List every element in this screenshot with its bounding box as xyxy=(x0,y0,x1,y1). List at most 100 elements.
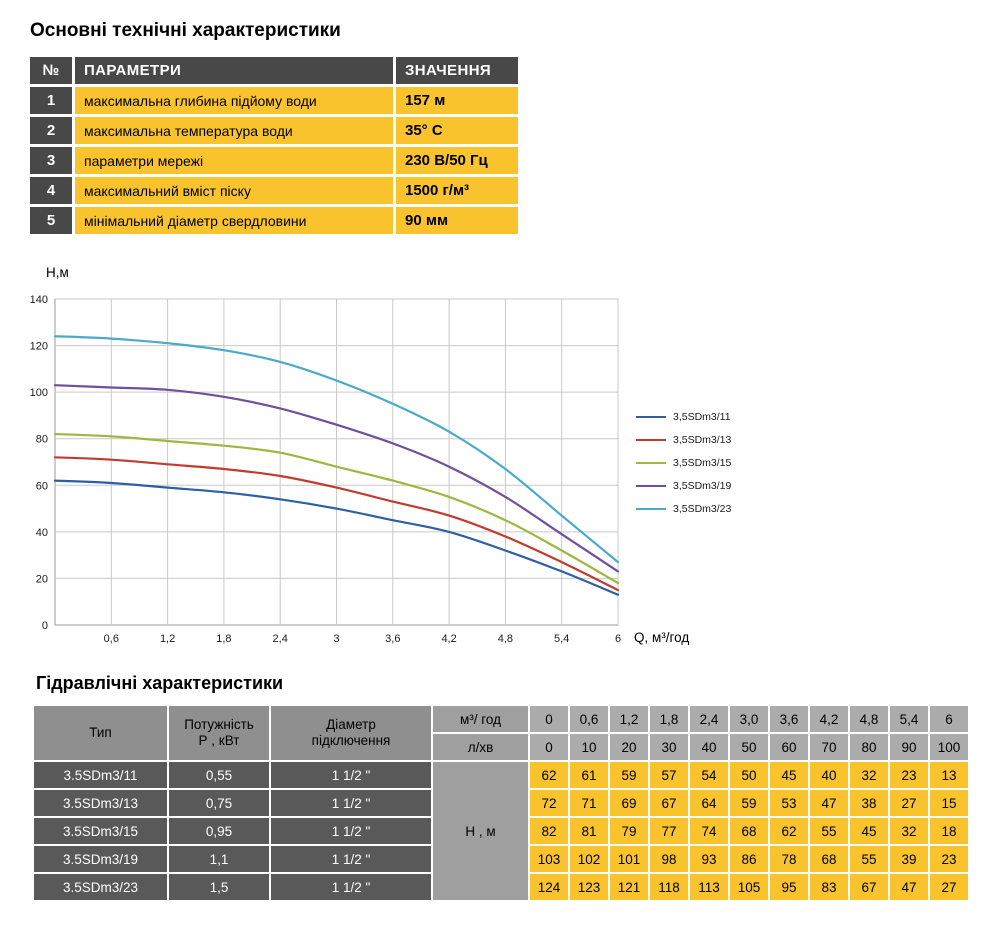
y-tick-label: 100 xyxy=(30,387,48,399)
series-curve-3,5SDm3/15 xyxy=(53,433,620,585)
spec-row: 2 максимальна температура води 35° С xyxy=(30,117,518,144)
chart-canvas: 0 20 40 60 80 100 120 140 0,6 1,2 1,8 2,4 3 3,6 4,2 4,8… xyxy=(30,265,690,645)
y-tick-label: 0 xyxy=(42,620,48,632)
spec-header-row: № ПАРАМЕТРИ ЗНАЧЕННЯ xyxy=(30,57,518,84)
hyd-flow-lmin-value: 10 xyxy=(570,734,608,760)
hyd-head-value-cell: 124 xyxy=(530,874,568,900)
hyd-head-value-cell: 68 xyxy=(730,818,768,844)
hyd-flow-lmin-value: 100 xyxy=(930,734,968,760)
hyd-head-value-cell: 59 xyxy=(730,790,768,816)
spec-num-cell: 2 xyxy=(30,117,72,144)
hyd-head-value-cell: 82 xyxy=(530,818,568,844)
hyd-flow-m3-value: 2,4 xyxy=(690,706,728,732)
hyd-head-value-cell: 86 xyxy=(730,846,768,872)
hyd-power-cell: 0,55 xyxy=(169,762,269,788)
legend-item: 3,5SDm3/15 xyxy=(636,451,731,474)
spec-value-cell: 157 м xyxy=(396,87,518,114)
hydraulic-table: Тип Потужність Р , кВт Діаметр підключення м³… xyxy=(32,704,970,902)
hyd-head-value-cell: 27 xyxy=(930,874,968,900)
legend-line-swatch xyxy=(636,438,666,441)
x-tick-label: 4,8 xyxy=(498,633,513,645)
legend-label: 3,5SDm3/15 xyxy=(673,456,732,469)
hyd-power-cell: 0,75 xyxy=(169,790,269,816)
hyd-head-value-cell: 74 xyxy=(690,818,728,844)
spec-param-cell: мінімальний діаметр свердловини xyxy=(75,207,393,234)
x-tick-label: 3,6 xyxy=(385,633,400,645)
hyd-row: 3.5SDm3/15 0,95 1 1/2 " 82 81 79 77 74 68 62 55 45 3… xyxy=(34,818,968,844)
hyd-head-value-cell: 15 xyxy=(930,790,968,816)
hyd-head-value-cell: 77 xyxy=(650,818,688,844)
legend-line-swatch xyxy=(636,507,666,510)
y-tick-label: 40 xyxy=(36,527,48,539)
hyd-diameter-cell: 1 1/2 " xyxy=(271,846,431,872)
hyd-head-value-cell: 47 xyxy=(810,790,848,816)
series-curve-3,5SDm3/23 xyxy=(53,335,620,564)
legend-label: 3,5SDm3/11 xyxy=(673,410,731,423)
hyd-head-value-cell: 98 xyxy=(650,846,688,872)
hyd-head-value-cell: 79 xyxy=(610,818,648,844)
hyd-flow-m3-value: 6 xyxy=(930,706,968,732)
hyd-flow-lmin-value: 60 xyxy=(770,734,808,760)
spec-num-cell: 4 xyxy=(30,177,72,204)
hyd-type-cell: 3.5SDm3/13 xyxy=(34,790,167,816)
hyd-power-cell: 1,5 xyxy=(169,874,269,900)
hyd-flow-lmin-value: 50 xyxy=(730,734,768,760)
spec-value-cell: 90 мм xyxy=(396,207,518,234)
hyd-head-value-cell: 38 xyxy=(850,790,888,816)
x-tick-label: 0,6 xyxy=(104,633,119,645)
x-tick-label: 2,4 xyxy=(273,633,288,645)
hyd-head-unit-label: Н , м xyxy=(433,762,528,900)
x-tick-label: 3 xyxy=(333,633,339,645)
hyd-head-value-cell: 39 xyxy=(890,846,928,872)
hyd-head-value-cell: 103 xyxy=(530,846,568,872)
hyd-head-value-cell: 62 xyxy=(770,818,808,844)
y-tick-label: 140 xyxy=(30,294,48,306)
hyd-head-value-cell: 62 xyxy=(530,762,568,788)
y-axis-label: Н,м xyxy=(46,265,69,280)
hyd-flow-m3-value: 3,0 xyxy=(730,706,768,732)
hyd-head-value-cell: 40 xyxy=(810,762,848,788)
hyd-flow-lmin-value: 80 xyxy=(850,734,888,760)
y-tick-label: 80 xyxy=(36,434,48,446)
hyd-flow-m3-value: 4,2 xyxy=(810,706,848,732)
section-title-specs: Основні технічні характеристики xyxy=(30,20,341,41)
spec-param-cell: максимальний вміст піску xyxy=(75,177,393,204)
spec-row: 5 мінімальний діаметр свердловини 90 мм xyxy=(30,207,518,234)
spec-value-cell: 1500 г/м³ xyxy=(396,177,518,204)
hyd-head-value-cell: 67 xyxy=(650,790,688,816)
spec-param-cell: максимальна температура води xyxy=(75,117,393,144)
hyd-head-value-cell: 121 xyxy=(610,874,648,900)
hyd-power-cell: 1,1 xyxy=(169,846,269,872)
spec-num-cell: 5 xyxy=(30,207,72,234)
spec-value-cell: 35° С xyxy=(396,117,518,144)
hyd-diameter-cell: 1 1/2 " xyxy=(271,874,431,900)
hyd-head-value-cell: 59 xyxy=(610,762,648,788)
hyd-head-value-cell: 72 xyxy=(530,790,568,816)
hyd-header-type: Тип xyxy=(34,706,167,760)
hyd-head-value-cell: 23 xyxy=(930,846,968,872)
hyd-head-value-cell: 83 xyxy=(810,874,848,900)
legend-item: 3,5SDm3/11 xyxy=(636,405,731,428)
hyd-head-value-cell: 55 xyxy=(850,846,888,872)
hyd-flow-m3-value: 4,8 xyxy=(850,706,888,732)
hyd-head-value-cell: 123 xyxy=(570,874,608,900)
hyd-head-value-cell: 27 xyxy=(890,790,928,816)
hyd-head-value-cell: 50 xyxy=(730,762,768,788)
legend-item: 3,5SDm3/13 xyxy=(636,428,731,451)
spec-value-cell: 230 В/50 Гц xyxy=(396,147,518,174)
x-tick-label: 1,8 xyxy=(216,633,231,645)
spec-num-cell: 3 xyxy=(30,147,72,174)
hyd-head-value-cell: 67 xyxy=(850,874,888,900)
hyd-head-value-cell: 61 xyxy=(570,762,608,788)
hyd-flow-m3-value: 3,6 xyxy=(770,706,808,732)
series-curve-3,5SDm3/19 xyxy=(53,384,620,573)
series-curve-3,5SDm3/13 xyxy=(53,456,620,592)
hyd-row: 3.5SDm3/23 1,5 1 1/2 " 124 123 121 118 113 105 95… xyxy=(34,874,968,900)
hyd-head-value-cell: 47 xyxy=(890,874,928,900)
legend-label: 3,5SDm3/19 xyxy=(673,479,732,492)
spec-header-param: ПАРАМЕТРИ xyxy=(75,57,393,84)
hyd-head-value-cell: 57 xyxy=(650,762,688,788)
hyd-type-cell: 3.5SDm3/23 xyxy=(34,874,167,900)
hyd-flow-m3-value: 5,4 xyxy=(890,706,928,732)
hyd-head-value-cell: 45 xyxy=(770,762,808,788)
